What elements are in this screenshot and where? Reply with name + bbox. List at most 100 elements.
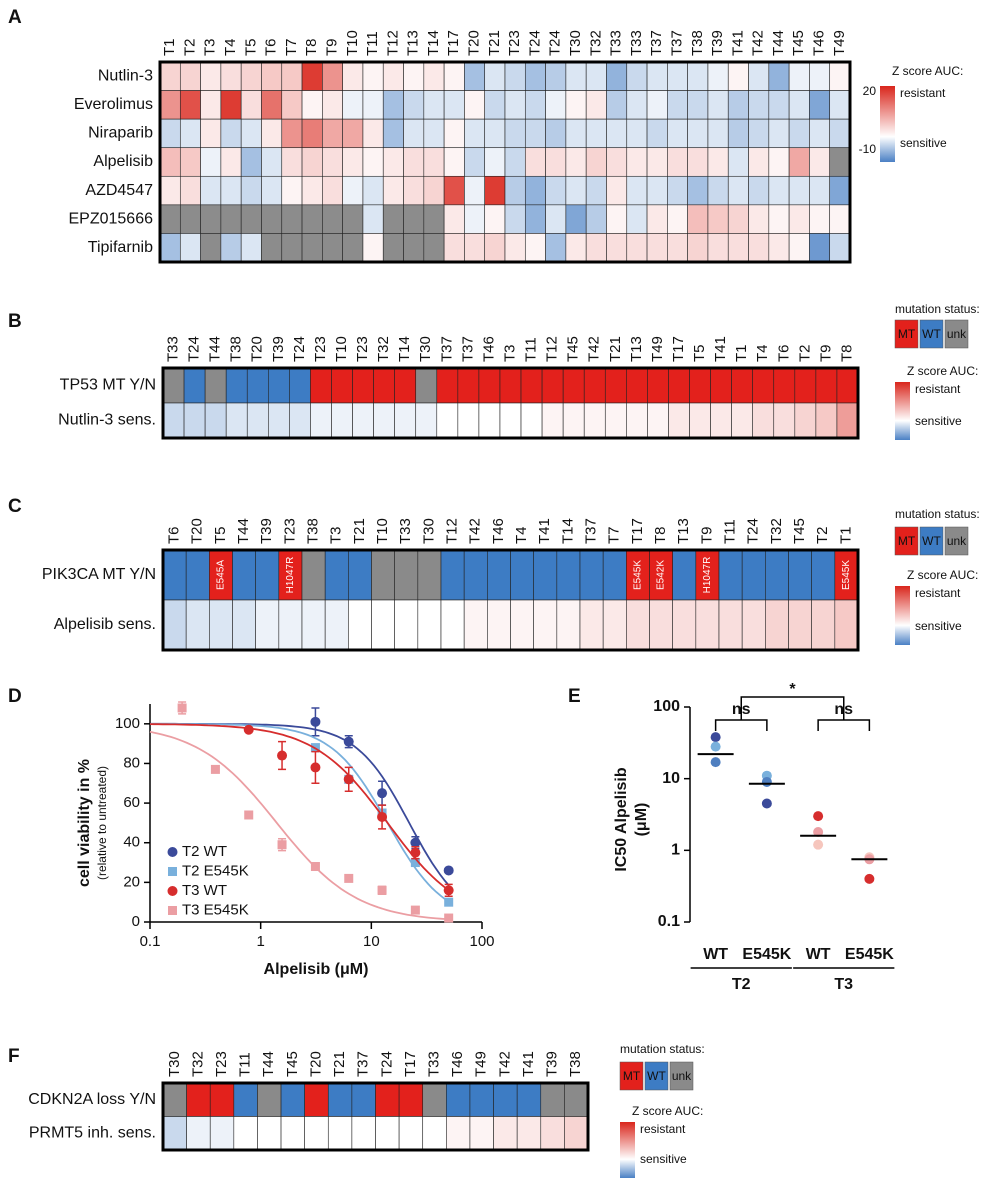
heatmap-cell — [809, 90, 831, 120]
heatmap-cell — [689, 367, 711, 404]
y-tick-label: 60 — [123, 794, 140, 811]
heatmap-cell — [464, 147, 486, 177]
y-tick-label: 1 — [671, 842, 680, 859]
heatmap-cell — [809, 118, 831, 149]
significance-bracket — [714, 719, 768, 731]
group-label: T3 — [834, 976, 853, 993]
heatmap-cell — [342, 204, 364, 234]
column-label: T13 — [628, 336, 645, 362]
heatmap-cell — [443, 90, 465, 120]
heatmap-cell — [301, 175, 323, 206]
legend-swatch — [644, 1061, 669, 1091]
heatmap-cell — [417, 599, 442, 651]
legend-swatch — [919, 526, 944, 556]
heatmap-cell — [257, 1082, 282, 1117]
heatmap-cell — [484, 118, 506, 149]
column-label: T42 — [496, 1051, 513, 1077]
heatmap-cell — [748, 204, 770, 234]
heatmap-cell — [415, 367, 438, 404]
heatmap-cell — [768, 175, 790, 206]
heatmap-cell — [524, 61, 546, 91]
row-label: Nutlin-3 — [98, 68, 153, 85]
heatmap-cell — [579, 549, 604, 601]
heatmap-cell — [301, 147, 323, 177]
legend-marker — [167, 847, 178, 857]
heatmap-cell — [487, 549, 511, 601]
heatmap-border — [161, 366, 860, 440]
heatmap-cell — [342, 175, 364, 206]
heatmap-cell — [504, 233, 526, 263]
row-label: TP53 MT Y/N — [60, 377, 156, 394]
heatmap-cell — [464, 61, 486, 91]
heatmap-cell — [440, 599, 465, 651]
row-label: Niraparib — [88, 125, 153, 142]
heatmap-cell — [493, 1082, 518, 1117]
heatmap-cell — [667, 175, 688, 206]
legend-swatch — [944, 526, 969, 556]
column-label: T45 — [791, 518, 808, 544]
column-label: T39 — [544, 1051, 561, 1077]
column-label: T8 — [838, 344, 855, 362]
column-label: T3 — [328, 526, 345, 544]
y-tick-label: 100 — [115, 715, 140, 732]
heatmap-cell — [159, 90, 181, 120]
x-axis-title: Alpelisib (μM) — [264, 961, 369, 978]
heatmap-cell — [348, 599, 372, 651]
colorbar-high: resistant — [640, 1122, 686, 1136]
heatmap-cell — [443, 61, 465, 91]
data-point — [813, 839, 824, 850]
heatmap-cell — [403, 233, 425, 263]
heatmap-cell — [371, 549, 395, 601]
heatmap-cell — [829, 90, 851, 120]
column-label: T14 — [425, 30, 442, 56]
legend-title: mutation status: — [895, 507, 980, 521]
legend-marker — [168, 867, 177, 876]
heatmap-cell — [362, 61, 384, 91]
heatmap-cell — [788, 147, 810, 177]
heatmap-cell — [261, 118, 283, 149]
legend-swatch — [669, 1061, 694, 1091]
heatmap-cell — [727, 61, 749, 91]
data-point — [444, 897, 454, 907]
legend-label: T2 E545K — [182, 862, 249, 879]
panel-label: E — [568, 686, 581, 707]
heatmap-cell — [602, 549, 627, 601]
legend-swatch — [894, 319, 919, 349]
heatmap-cell — [382, 61, 404, 91]
column-label: T37 — [648, 30, 665, 56]
heatmap-cell — [310, 367, 332, 404]
heatmap-cell — [707, 233, 729, 263]
column-label: T12 — [544, 336, 561, 362]
column-label: T11 — [237, 1052, 254, 1077]
heatmap-cell — [646, 204, 668, 234]
column-label: T11 — [364, 31, 381, 56]
heatmap-cell — [403, 204, 425, 234]
heatmap-cell — [200, 175, 222, 206]
heatmap-cell — [565, 147, 587, 177]
column-label: T9 — [698, 526, 715, 544]
heatmap-cell — [565, 233, 587, 263]
heatmap-cell — [464, 118, 486, 149]
column-label: T45 — [565, 336, 582, 362]
heatmap-cell — [504, 118, 526, 149]
heatmap-cell — [524, 147, 546, 177]
data-point — [243, 724, 254, 735]
column-label: T21 — [351, 518, 368, 544]
column-label: T46 — [480, 336, 497, 362]
heatmap-cell — [809, 204, 831, 234]
heatmap-cell — [788, 204, 810, 234]
heatmap-cell — [185, 549, 210, 601]
heatmap-cell — [788, 90, 810, 120]
heatmap-cell — [540, 1116, 565, 1151]
heatmap-cell — [268, 367, 290, 404]
column-label: T38 — [567, 1051, 584, 1077]
heatmap-cell — [689, 402, 711, 439]
heatmap-cell — [626, 118, 648, 149]
column-label: T44 — [770, 30, 787, 56]
heatmap-cell — [225, 367, 248, 404]
column-label: T17 — [402, 1051, 419, 1077]
heatmap-cell — [606, 204, 628, 234]
heatmap-cell — [520, 367, 543, 404]
colorbar-high: resistant — [900, 86, 946, 100]
heatmap-cell — [718, 599, 743, 651]
